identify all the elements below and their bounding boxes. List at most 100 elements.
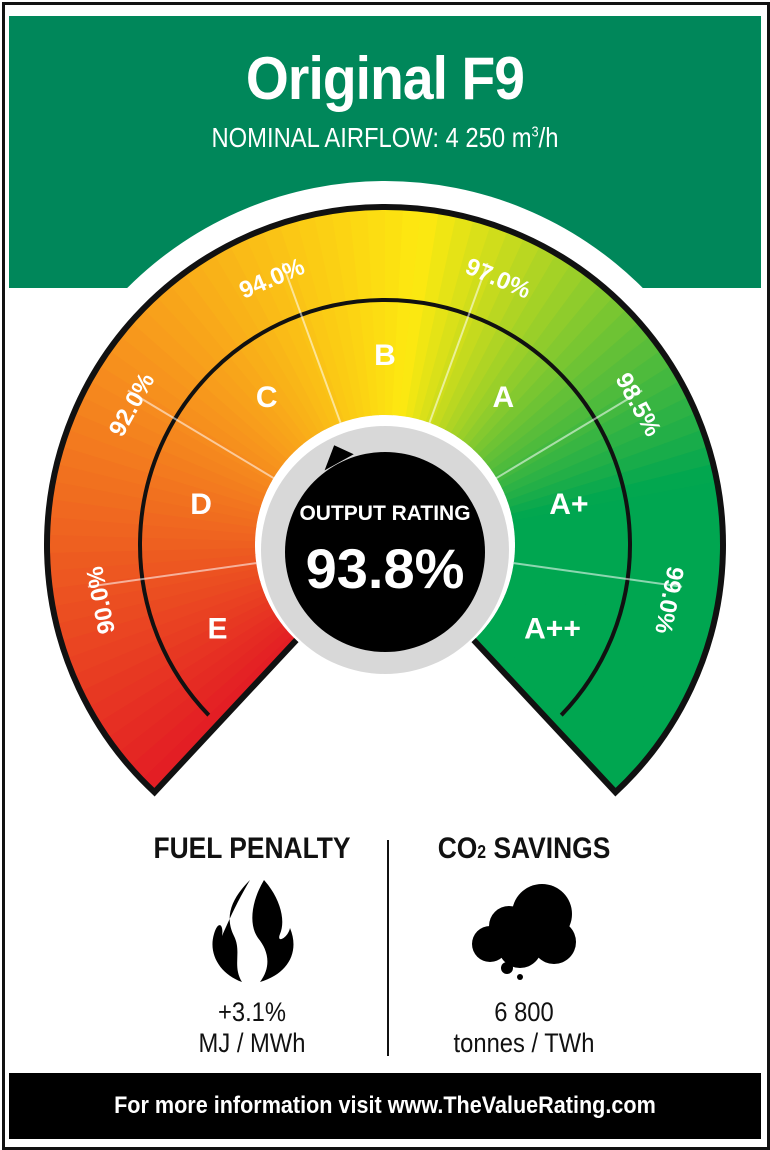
gauge-gradient-slice bbox=[49, 560, 258, 607]
gauge-gradient-slice bbox=[52, 567, 259, 624]
fuel-penalty-value: +3.1% bbox=[217, 997, 287, 1027]
gauge-gradient-slice bbox=[367, 207, 388, 416]
gauge-tick bbox=[513, 562, 683, 588]
gauge-gradient-slice bbox=[514, 516, 723, 543]
gauge-gradient-slice bbox=[498, 380, 690, 489]
gauge-gradient-slice bbox=[47, 554, 257, 589]
gauge-tick bbox=[87, 562, 257, 588]
gauge-gradient-slice bbox=[143, 294, 298, 455]
gauge-gradient-slice bbox=[108, 333, 284, 471]
gauge-tick bbox=[495, 389, 643, 479]
gauge-gradient-slice bbox=[504, 412, 704, 502]
gauge-gradient-slice bbox=[512, 561, 721, 609]
gauge-gradient-slice bbox=[198, 252, 320, 437]
gauge-gradient-slice bbox=[487, 335, 663, 471]
gauge-gradient-slice bbox=[462, 273, 603, 446]
gauge-gradient-slice bbox=[61, 427, 264, 508]
gauge-gradient-slice bbox=[432, 230, 527, 427]
gauge-gradient-slice bbox=[331, 208, 373, 417]
gauge-gradient-slice bbox=[55, 574, 261, 642]
co2-savings-title: CO2 SAVINGS bbox=[392, 832, 656, 866]
gauge-gradient-slice bbox=[128, 629, 292, 780]
gauge-gradient-slice bbox=[491, 613, 673, 740]
gauge-outline bbox=[44, 204, 726, 797]
cloud-icon bbox=[472, 884, 576, 980]
gauge-gradient-slice bbox=[412, 214, 477, 420]
gauge-gradient-slice bbox=[514, 548, 723, 574]
gauge-gradient-slice bbox=[48, 496, 257, 535]
output-rating-label: OUTPUT RATING bbox=[299, 502, 470, 525]
gauge-gradient-slice bbox=[183, 261, 315, 441]
gauge-gradient-slice bbox=[50, 479, 258, 528]
gauge-gradient-slice bbox=[507, 429, 710, 509]
gauge-gradient-slice bbox=[512, 481, 721, 529]
gauge-gradient-slice bbox=[472, 635, 629, 794]
gauge-gradient-slice bbox=[501, 396, 697, 495]
gauge-gradient-slice bbox=[279, 218, 352, 422]
gauge-gradient-slice bbox=[444, 244, 559, 434]
gauge-gradient-slice bbox=[511, 568, 718, 627]
gauge-gradient-slice bbox=[419, 218, 494, 422]
page-title: Original F9 bbox=[245, 45, 525, 112]
gauge-gradient-slice bbox=[313, 210, 366, 418]
gauge-gradient-slice bbox=[438, 237, 543, 431]
class-label-a: A bbox=[492, 381, 514, 414]
gauge-gradient-slice bbox=[487, 619, 663, 755]
flame-icon bbox=[212, 880, 294, 982]
gauge-gradient-slice bbox=[501, 595, 697, 694]
gauge-gradient-slice bbox=[456, 263, 589, 442]
co2-savings-unit: tonnes / TWh bbox=[453, 1028, 595, 1058]
gauge-gradient-slice bbox=[53, 461, 260, 521]
co2-title-sub: 2 bbox=[477, 842, 487, 862]
class-label-aplus: A+ bbox=[549, 488, 588, 521]
gauge-gradient-slice bbox=[87, 606, 275, 723]
gauge-gradient-slice bbox=[513, 499, 723, 536]
nominal-airflow: NOMINAL AIRFLOW: 4 250 m3/h bbox=[58, 122, 713, 154]
fuel-penalty-unit: MJ / MWh bbox=[198, 1028, 306, 1058]
footer-link-text[interactable]: For more information visit www.TheValueR… bbox=[114, 1092, 656, 1119]
gauge-gradient-slice bbox=[398, 208, 441, 417]
gauge-gradient-slice bbox=[81, 378, 272, 488]
gauge-gradient-slice bbox=[482, 321, 652, 466]
class-label-e: E bbox=[207, 612, 227, 645]
fuel-penalty-section: FUEL PENALTY +3.1% MJ / MWh bbox=[102, 832, 402, 1059]
class-label-aplusplus: A++ bbox=[524, 612, 581, 645]
gauge-gradient-slice bbox=[46, 532, 256, 553]
gauge-gradient-slice bbox=[116, 624, 287, 767]
gauge-gradient-slice bbox=[391, 207, 424, 416]
gauge-gradient-slice bbox=[119, 320, 288, 465]
gauge-gradient-slice bbox=[477, 308, 641, 460]
gauge-gradient-slice bbox=[450, 253, 574, 438]
gauge-tick bbox=[281, 262, 342, 424]
class-label-d: D bbox=[190, 488, 212, 521]
co2-title-suffix: SAVINGS bbox=[486, 832, 611, 865]
gauge-gradient-slice bbox=[507, 582, 709, 661]
gauge-gradient-slice bbox=[65, 587, 266, 676]
gauge-gradient-slice bbox=[477, 630, 641, 782]
gauge-tick bbox=[127, 389, 275, 479]
gauge-gradient-slice bbox=[98, 348, 280, 476]
gauge-gradient-slice bbox=[73, 394, 269, 495]
output-rating-value: 93.8% bbox=[306, 537, 465, 600]
airflow-unit: /h bbox=[538, 122, 559, 153]
gauge-gradient-slice bbox=[504, 588, 704, 678]
gauge-gradient-slice bbox=[79, 600, 272, 708]
gauge-pointer-icon bbox=[324, 445, 354, 471]
gauge-gradient-slice bbox=[213, 243, 326, 433]
class-label-b: B bbox=[374, 339, 396, 372]
gauge-gradient-slice bbox=[513, 554, 723, 592]
gauge-gradient-slice bbox=[482, 624, 652, 769]
gauge-gradient-slice bbox=[495, 607, 682, 726]
airflow-text: NOMINAL AIRFLOW: 4 250 m bbox=[211, 122, 532, 153]
gauge-gradient-slice bbox=[47, 547, 256, 571]
gauge-gradient-slice bbox=[96, 612, 279, 739]
gauge-gradient-slice bbox=[491, 350, 673, 477]
gauge-inner-arc bbox=[138, 298, 632, 717]
gauge-gradient-slice bbox=[509, 575, 714, 644]
class-label-c: C bbox=[256, 381, 278, 414]
gauge-gradient-slice bbox=[47, 514, 256, 542]
gauge-gradient-slice bbox=[60, 581, 263, 659]
gauge-gradient bbox=[46, 207, 723, 794]
gauge-center-disc bbox=[285, 452, 485, 652]
co2-savings-section: CO2 SAVINGS 6 800 tonnes / TWh bbox=[374, 832, 674, 1059]
